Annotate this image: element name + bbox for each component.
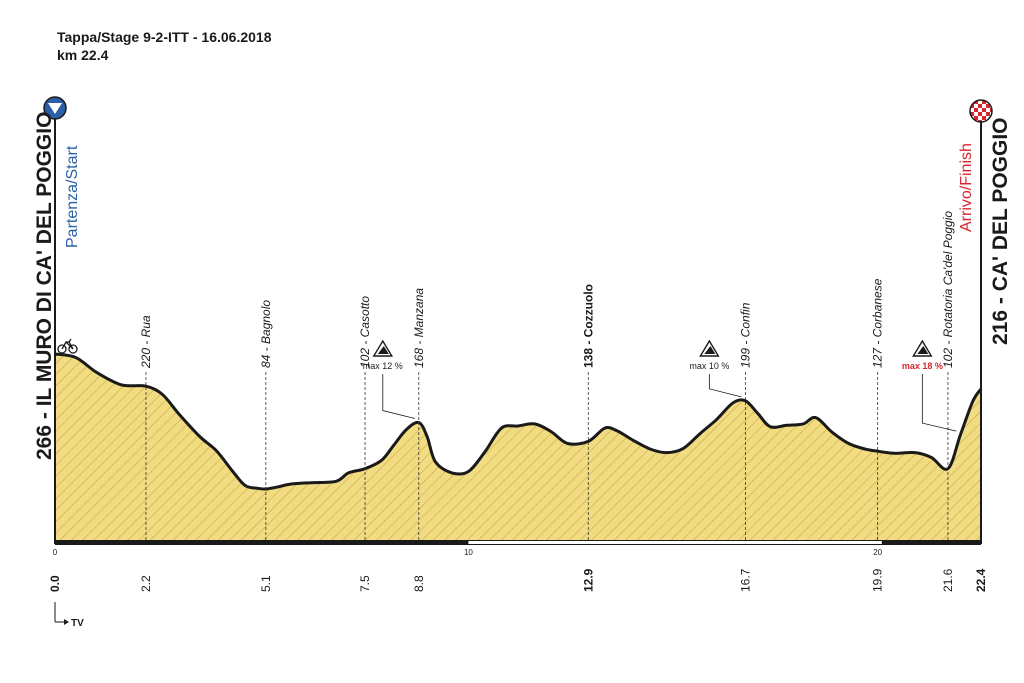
- climb-pointer: [708, 374, 742, 398]
- climb-label: max 12 %: [363, 361, 403, 371]
- km-label: 12.9: [581, 568, 595, 592]
- km-bar: [55, 540, 981, 545]
- km-label: 21.6: [941, 568, 955, 592]
- place-label: 199 - Confin: [738, 302, 752, 368]
- climb-label: max 10 %: [689, 361, 729, 371]
- climb-icon: [699, 339, 720, 357]
- place-label: 102 - Casotto: [358, 296, 372, 368]
- km-label: 22.4: [974, 568, 988, 592]
- place-label: 220 - Rua: [139, 315, 153, 369]
- start-icon: [43, 96, 67, 120]
- start-name: 266 - IL MURO DI CA' DEL POGGIO: [33, 112, 56, 460]
- km-tick-label: 20: [873, 548, 882, 557]
- place-label: 127 - Corbanese: [871, 278, 885, 368]
- place-label: 102 - Rotatoria Ca'del Poggio: [941, 211, 955, 368]
- climb-icon: [372, 339, 394, 357]
- km-label: 8.8: [412, 575, 426, 592]
- climb-pointer: [921, 374, 957, 432]
- km-label: 16.7: [738, 568, 752, 592]
- km-tick-label: 10: [464, 548, 473, 557]
- bicycle-icon: [57, 338, 78, 354]
- stage-title: Tappa/Stage 9-2-ITT - 16.06.2018: [57, 29, 272, 45]
- tv-label: TV: [71, 618, 84, 629]
- km-label: 0.0: [48, 575, 62, 592]
- km-label: 19.9: [871, 568, 885, 592]
- stage-distance: km 22.4: [57, 47, 109, 63]
- finish-label: Arrivo/Finish: [958, 143, 975, 232]
- place-label: 138 - Cozzuolo: [581, 284, 595, 368]
- km-label: 5.1: [259, 575, 273, 592]
- climb-label: max 18 %: [902, 361, 943, 371]
- place-label: 84 - Bagnolo: [259, 300, 273, 368]
- start-label: Partenza/Start: [64, 145, 81, 248]
- km-label: 2.2: [139, 575, 153, 592]
- finish-name: 216 - CA' DEL POGGIO: [989, 118, 1012, 346]
- km-label: 7.5: [358, 575, 372, 592]
- tv-marker: TV: [54, 602, 84, 629]
- place-label: 168 - Manzana: [412, 288, 426, 368]
- km-tick-label: 0: [53, 548, 58, 557]
- climb-pointer: [382, 374, 415, 419]
- elevation-line: [54, 352, 983, 491]
- climb-icon: [912, 339, 933, 357]
- elevation-area: [55, 354, 981, 540]
